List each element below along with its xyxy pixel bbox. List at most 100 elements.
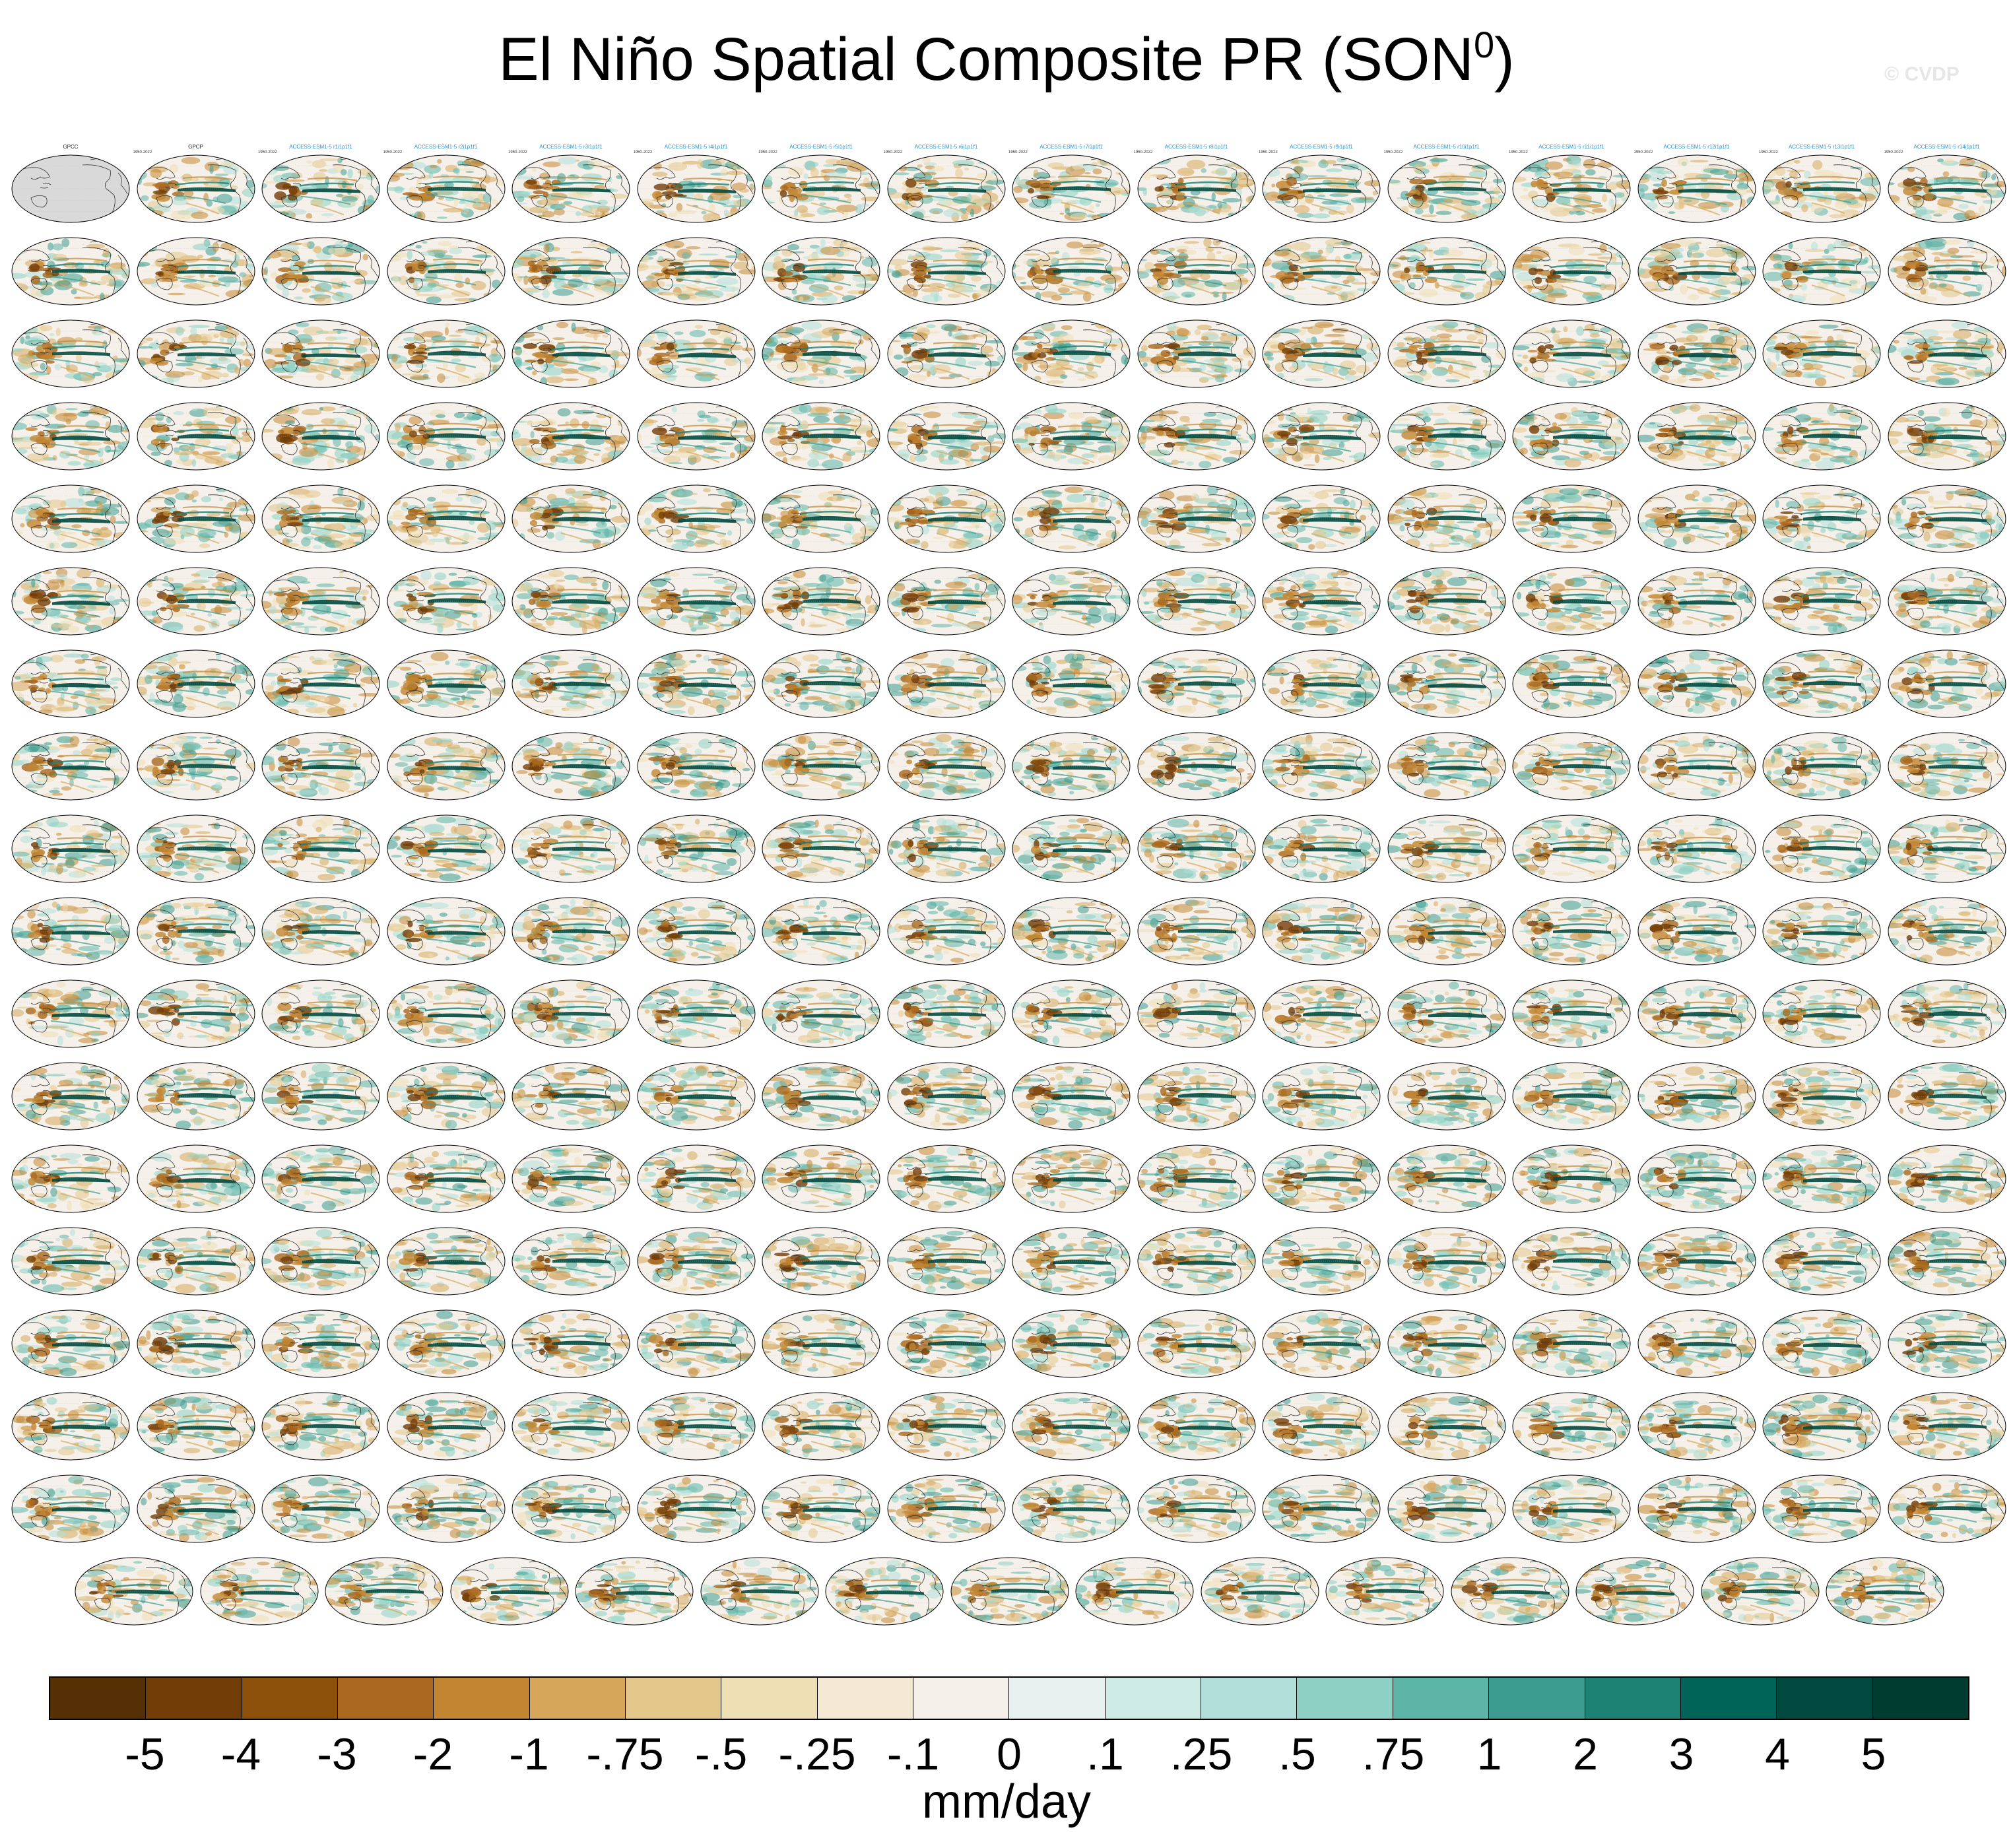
map-panel [758, 639, 884, 722]
map-panel [1197, 1546, 1323, 1630]
map-panel [133, 1464, 259, 1547]
map-panel [383, 474, 509, 557]
map-panel [634, 1464, 759, 1547]
map-panel: ACCESS-ESM1-5 r5i1p1f1 1950-2022 [758, 144, 884, 227]
map-panel [822, 1546, 947, 1630]
map-panel [884, 1464, 1009, 1547]
map-panel [1509, 1216, 1634, 1300]
map-panel: ACCESS-ESM1-5 r4i1p1f1 1950-2022 [634, 144, 759, 227]
map-panel [133, 556, 259, 640]
map-panel [258, 1464, 383, 1547]
map-panel [508, 969, 634, 1052]
map-panel: ACCESS-ESM1-5 r9i1p1f1 1950-2022 [1259, 144, 1384, 227]
map-panel [508, 639, 634, 722]
panel-years: 1950-2022 [1008, 150, 1028, 155]
map-panel [1384, 721, 1509, 805]
map-panel [197, 1546, 322, 1630]
map-panel [1259, 639, 1384, 722]
map-panel [1384, 1134, 1509, 1217]
map-panel [1008, 474, 1134, 557]
map-panel [1509, 1464, 1634, 1547]
colorbar-swatch [1201, 1678, 1298, 1719]
map-panel [1384, 1299, 1509, 1382]
map-panel [1134, 556, 1259, 640]
map-panel [8, 226, 133, 310]
map-panel [508, 226, 634, 310]
map-panel [133, 391, 259, 475]
colorbar-swatch [50, 1678, 147, 1719]
map-panel [1634, 1134, 1760, 1217]
map-panel [133, 639, 259, 722]
map-panel [508, 556, 634, 640]
map-panel [1509, 639, 1634, 722]
map-panel [1259, 1216, 1384, 1300]
map-panel [1759, 721, 1884, 805]
map-panel: ACCESS-ESM1-5 r1i1p1f1 1950-2022 [258, 144, 383, 227]
map-panel: ACCESS-ESM1-5 r11i1p1f1 1950-2022 [1509, 144, 1634, 227]
map-panel [884, 969, 1009, 1052]
colorbar-tick-label: -.75 [579, 1729, 671, 1779]
map-panel [634, 309, 759, 392]
title-text: El Niño Spatial Composite PR (SON [498, 26, 1474, 93]
map-panel [1509, 1134, 1634, 1217]
panel-title: GPCC [15, 144, 127, 150]
map-panel [1259, 1381, 1384, 1465]
map-panel [1008, 1299, 1134, 1382]
map-panel [258, 309, 383, 392]
map-panel [258, 226, 383, 310]
map-panel [1509, 969, 1634, 1052]
colorbar-units: mm/day [0, 1775, 2013, 1828]
map-panel [1759, 886, 1884, 970]
map-panel [133, 474, 259, 557]
map-panel [8, 1381, 133, 1465]
map-panel [758, 1299, 884, 1382]
map-panel [1509, 1381, 1634, 1465]
map-panel [1884, 886, 2010, 970]
map-panel [508, 1134, 634, 1217]
colorbar-tick-label: 5 [1828, 1729, 1920, 1779]
map-panel [1008, 1134, 1134, 1217]
panel-years: 1950-2022 [1134, 150, 1153, 155]
map-panel [383, 556, 509, 640]
map-panel [884, 309, 1009, 392]
map-panel [1884, 226, 2010, 310]
map-panel [1259, 1464, 1384, 1547]
map-panel [634, 969, 759, 1052]
map-panel [758, 226, 884, 310]
colorbar-tick-label: 1 [1443, 1729, 1536, 1779]
map-panel [1259, 309, 1384, 392]
map-panel [1509, 1299, 1634, 1382]
map-panel [884, 556, 1009, 640]
map-panel [1698, 1546, 1823, 1630]
map-panel [1259, 1134, 1384, 1217]
map-panel [1634, 1381, 1760, 1465]
map-panel [758, 804, 884, 887]
map-panel [133, 721, 259, 805]
colorbar-swatch [1872, 1678, 1968, 1719]
map-panel [1384, 391, 1509, 475]
map-panel [1384, 639, 1509, 722]
map-panel: ACCESS-ESM1-5 r12i1p1f1 1950-2022 [1634, 144, 1760, 227]
map-panel [1008, 1051, 1134, 1135]
map-panel [634, 1216, 759, 1300]
colorbar-swatch [242, 1678, 339, 1719]
panel-title: ACCESS-ESM1-5 r13i1p1f1 [1766, 144, 1878, 150]
map-panel [1384, 1216, 1509, 1300]
map-panel [634, 556, 759, 640]
map-panel [8, 1464, 133, 1547]
map-panel [758, 886, 884, 970]
panel-title: ACCESS-ESM1-5 r6i1p1f1 [890, 144, 1003, 150]
map-panel [1634, 391, 1760, 475]
map-panel [1259, 1299, 1384, 1382]
map-panel [383, 969, 509, 1052]
map-panel [258, 1216, 383, 1300]
map-panel [1134, 969, 1259, 1052]
map-panel [133, 1051, 259, 1135]
map-panel [1384, 886, 1509, 970]
map-panel [383, 721, 509, 805]
map-panel [1134, 639, 1259, 722]
map-panel [258, 1051, 383, 1135]
map-panel [1259, 556, 1384, 640]
panel-years: 1950-2022 [758, 150, 777, 155]
map-panel [1884, 804, 2010, 887]
